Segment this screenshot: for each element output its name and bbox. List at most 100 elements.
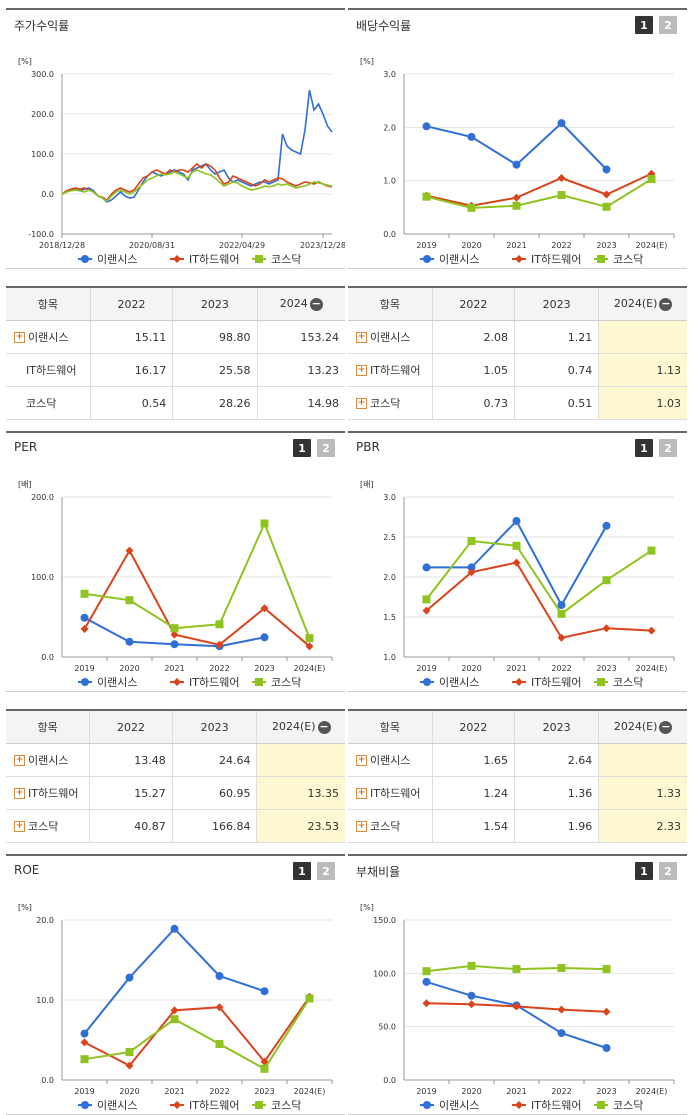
dividend-chart: [%] 0.0 1.0 2.0 3.0 2019 2020 2021 2022 2023 2024(… [360,57,675,266]
data-point [647,175,656,184]
table-panel-pbr: 항목 2022 2023 2024(E) − + 이랜시스 1.65 2.64 + IT하드웨어 1.… [348,709,687,843]
data-point [557,601,566,609]
data-point [260,987,269,996]
expand-icon[interactable]: + [14,754,25,766]
legend-label: 코스닥 [613,253,643,266]
tab-1[interactable]: 1 [293,439,311,457]
data-point [602,624,611,633]
roe-chart: [%] 0.0 10.0 20.0 2019 2020 2021 2022 2023 2024(E… [18,903,333,1112]
data-point [260,1064,269,1073]
data-point [422,977,431,986]
row-label[interactable]: + 이랜시스 [348,743,433,777]
tab-2[interactable]: 2 [659,439,677,457]
data-point [647,546,656,555]
x-tick-label: 2020/08/31 [129,241,175,250]
data-point [80,625,89,633]
y-unit-label: [배] [18,480,32,489]
data-point [422,999,431,1008]
table-cell: 1.65 [431,743,515,777]
tab-1[interactable]: 1 [293,862,311,880]
tab-1[interactable]: 1 [635,862,653,880]
tab-2[interactable]: 2 [659,862,677,880]
chart-title: 부채비율 [356,865,401,879]
expand-icon[interactable]: + [356,787,367,799]
row-label[interactable]: + 이랜시스 [6,320,91,354]
column-header: 2023 [514,711,599,744]
table-header-row: 항목 2022 2023 2024(E) − [348,711,687,744]
chart-title: 배당수익률 [356,19,412,33]
row-label[interactable]: + 이랜시스 [6,743,90,777]
data-point [602,165,611,174]
data-point [173,1101,181,1109]
data-point [80,613,89,622]
data-point [422,967,431,976]
column-header: 항목 [6,711,90,744]
collapse-icon[interactable]: − [317,719,331,734]
table-cell: 1.03 [598,386,687,420]
x-tick-label: 2019 [416,1087,436,1096]
row-label[interactable]: + IT하드웨어 [348,353,433,387]
data-point [215,972,224,980]
table-cell: 13.35 [256,776,345,810]
x-tick-label: 2023/12/28 [300,241,345,250]
x-tick-label: 2021 [506,1087,526,1096]
expand-icon[interactable]: + [14,787,25,799]
table-cell: 23.53 [256,809,345,843]
y-tick-label: 100.0 [31,150,54,159]
collapse-icon[interactable]: − [659,296,673,311]
data-point [81,678,89,686]
row-label[interactable]: + IT하드웨어 [348,776,433,810]
row-label[interactable]: + 이랜시스 [348,320,433,354]
data-point [557,174,566,182]
expand-icon[interactable]: + [14,331,25,343]
x-tick-label: 2018/12/28 [39,241,85,250]
data-point [255,255,263,263]
tab-2[interactable]: 2 [317,439,335,457]
tab-1[interactable]: 1 [635,16,653,34]
data-point [515,255,523,263]
table-cell: 15.11 [89,320,173,354]
data-point [512,558,521,567]
data-point [467,961,476,970]
row-label[interactable]: + IT하드웨어 [6,776,90,810]
y-tick-label: 100.0 [373,969,396,978]
table-cell: 25.58 [172,353,257,387]
column-header: 2022 [431,711,515,744]
row-label[interactable]: + 코스닥 [348,386,433,420]
legend-label: 이랜시스 [439,1099,479,1112]
row-label[interactable]: + 코스닥 [348,809,433,843]
table-cell: 0.51 [514,386,599,420]
y-tick-label: 2.5 [383,533,396,542]
row-label[interactable]: + 코스닥 [6,809,90,843]
expand-icon[interactable]: + [356,364,367,376]
tab-2[interactable]: 2 [659,16,677,34]
expand-icon[interactable]: + [356,397,367,409]
table-cell [256,743,345,777]
expand-icon[interactable]: + [356,754,367,766]
expand-icon[interactable]: + [356,331,367,343]
data-point [423,255,431,263]
data-point [305,994,314,1003]
y-tick-label: 0.0 [41,653,54,662]
x-tick-label: 2019 [416,664,436,673]
tab-2[interactable]: 2 [317,862,335,880]
collapse-icon[interactable]: − [309,296,323,311]
table-row: + 코스닥 40.87 166.84 23.53 [6,809,345,843]
table-panel-return: 항목 2022 2023 2024− + 이랜시스 15.11 98.80 153.24 IT하드… [6,286,345,420]
expand-icon[interactable]: + [356,820,367,832]
per-chart: [배] 0.0 100.0 200.0 2019 2020 2021 2022 2023 2024… [18,480,333,689]
y-unit-label: [%] [18,57,32,66]
x-tick-label: 2024(E) [294,664,326,673]
data-point [80,1029,89,1038]
data-point [305,634,314,643]
data-point [215,620,224,629]
data-point [602,190,611,199]
collapse-icon[interactable]: − [659,719,673,734]
table-cell: 1.24 [431,776,515,810]
series-line [426,172,652,207]
tab-1[interactable]: 1 [635,439,653,457]
expand-icon[interactable]: + [14,820,25,832]
table-row: + IT하드웨어 1.05 0.74 1.13 [348,353,687,387]
